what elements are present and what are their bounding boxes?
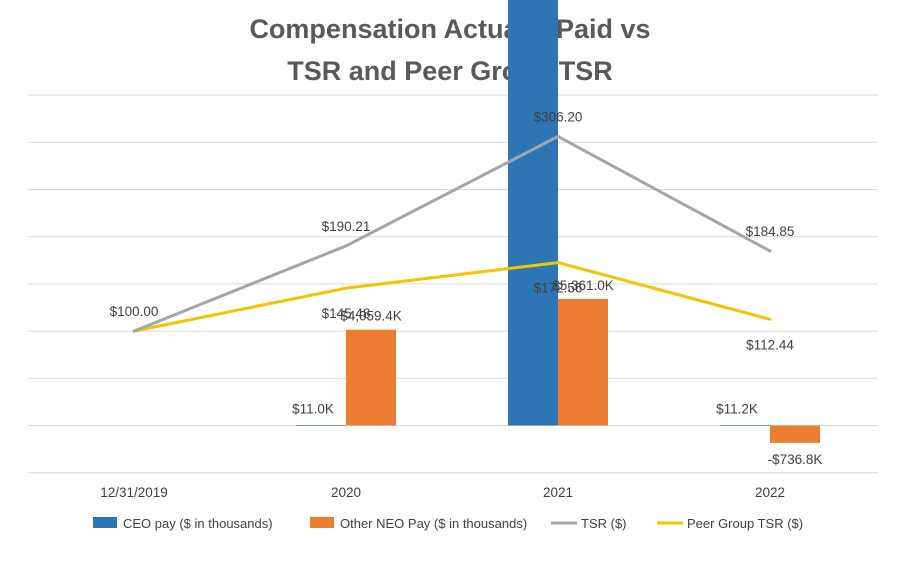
legend-other-neo-pay-swatch [310,517,334,528]
bar-data-label: $11.0K [292,402,334,417]
bar-data-label: $11.2K [716,402,758,417]
legend-peer-group-tsr-label: Peer Group TSR ($) [687,516,803,531]
bar-data-label: -$736.8K [768,452,823,467]
x-tick-label: 12/31/2019 [100,485,168,500]
peer-tsr-data-label: $172.56 [534,281,583,296]
peer-group-tsr-line [132,261,772,333]
chart-title-line-2: TSR and Peer Group TSR [287,56,613,86]
line-series [132,134,772,333]
bar-series [296,0,820,443]
x-axis-ticks: 12/31/2019 2020 2021 2022 [100,485,785,500]
bar-other-neo-pay-3 [770,425,820,443]
gridlines [28,94,878,474]
legend-other-neo-pay-label: Other NEO Pay ($ in thousands) [340,516,527,531]
peer-tsr-data-label: $145.48 [322,306,371,321]
tsr-data-label: $306.20 [534,109,583,124]
tsr-line [132,134,772,333]
tsr-data-label: $190.21 [322,219,371,234]
peer-tsr-data-label: $112.44 [746,337,794,352]
legend: CEO pay ($ in thousands) Other NEO Pay ($… [93,516,803,531]
tsr-data-label: $100.00 [110,304,159,319]
chart-title-line-1: Compensation Actually Paid vs [249,14,650,44]
bar-other-neo-pay-2 [558,298,608,426]
bar-ceo-pay-1 [296,425,346,426]
x-tick-label: 2021 [543,485,573,500]
x-tick-label: 2022 [755,485,785,500]
tsr-data-label: $184.85 [746,224,795,239]
legend-ceo-pay-swatch [93,517,117,528]
bar-ceo-pay-2 [508,0,558,426]
bar-data-label: $4,059.4K [340,309,402,324]
x-tick-label: 2020 [331,485,361,500]
bar-ceo-pay-3 [720,425,770,426]
legend-ceo-pay-label: CEO pay ($ in thousands) [123,516,273,531]
data-labels: $100.00 $190.21 $306.20 $184.85 $145.48 $172.… [110,109,823,467]
legend-tsr-label: TSR ($) [581,516,627,531]
bar-data-label: $5,361.0K [552,278,614,293]
bar-other-neo-pay-1 [346,329,396,426]
